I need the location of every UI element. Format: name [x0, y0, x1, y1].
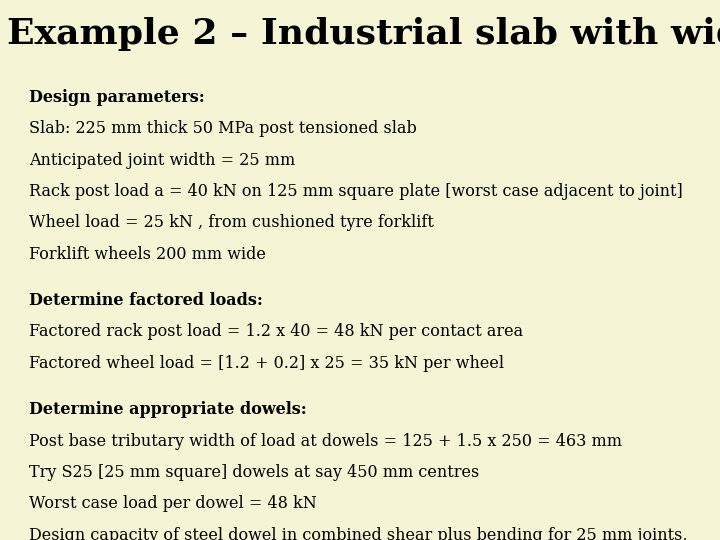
Text: Worst case load per dowel = 48 kN: Worst case load per dowel = 48 kN: [29, 495, 317, 512]
Text: Post base tributary width of load at dowels = 125 + 1.5 x 250 = 463 mm: Post base tributary width of load at dow…: [29, 433, 622, 449]
Text: Design parameters:: Design parameters:: [29, 89, 204, 106]
Text: Example 2 – Industrial slab with wide joints: Example 2 – Industrial slab with wide jo…: [7, 16, 720, 51]
Text: Wheel load = 25 kN , from cushioned tyre forklift: Wheel load = 25 kN , from cushioned tyre…: [29, 214, 433, 231]
Text: Anticipated joint width = 25 mm: Anticipated joint width = 25 mm: [29, 152, 295, 168]
Text: Determine factored loads:: Determine factored loads:: [29, 292, 263, 309]
Text: Determine appropriate dowels:: Determine appropriate dowels:: [29, 401, 307, 418]
Text: Rack post load a = 40 kN on 125 mm square plate [worst case adjacent to joint]: Rack post load a = 40 kN on 125 mm squar…: [29, 183, 683, 200]
Text: Design capacity of steel dowel in combined shear plus bending for 25 mm joints,: Design capacity of steel dowel in combin…: [29, 526, 688, 540]
Text: Slab: 225 mm thick 50 MPa post tensioned slab: Slab: 225 mm thick 50 MPa post tensioned…: [29, 120, 417, 137]
Text: Try S25 [25 mm square] dowels at say 450 mm centres: Try S25 [25 mm square] dowels at say 450…: [29, 464, 479, 481]
Text: Factored wheel load = [1.2 + 0.2] x 25 = 35 kN per wheel: Factored wheel load = [1.2 + 0.2] x 25 =…: [29, 355, 504, 372]
Text: Forklift wheels 200 mm wide: Forklift wheels 200 mm wide: [29, 246, 266, 262]
Text: Factored rack post load = 1.2 x 40 = 48 kN per contact area: Factored rack post load = 1.2 x 40 = 48 …: [29, 323, 523, 340]
